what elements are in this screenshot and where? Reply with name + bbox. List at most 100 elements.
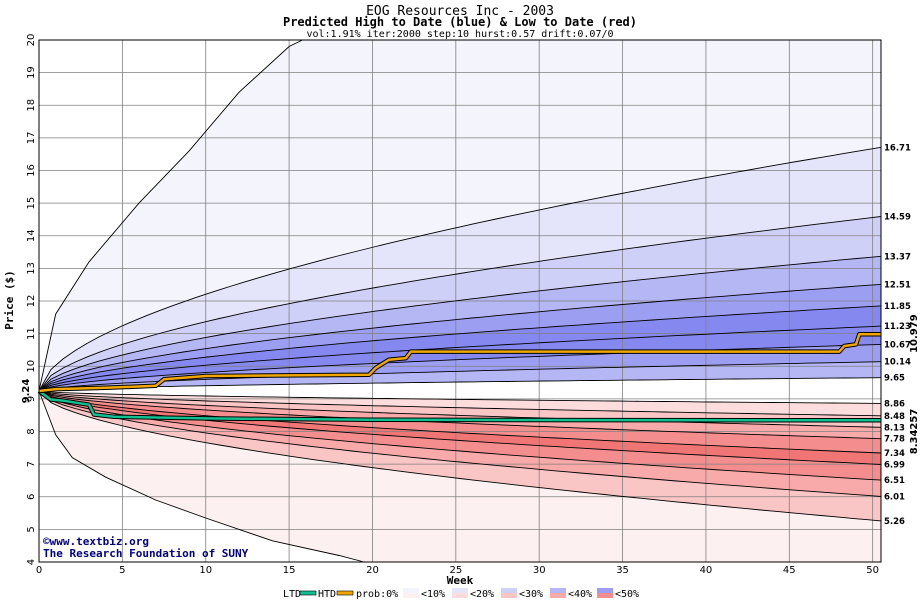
band-end-label: 13.37 — [884, 252, 911, 262]
band-fill-lower — [39, 391, 881, 416]
band-boundary-line — [38, 216, 882, 392]
legend-swatch-blue — [452, 588, 468, 593]
legend-line-swatch — [299, 590, 317, 596]
band-end-label: 8.86 — [884, 399, 905, 409]
legend-label: <20% — [470, 589, 494, 600]
band-fill-lower — [39, 391, 881, 465]
y-tick-label: 15 — [26, 197, 37, 210]
band-fill-upper — [39, 305, 881, 391]
band-boundary-line — [38, 390, 882, 454]
band-end-label: 5.26 — [884, 517, 905, 527]
y-tick-label: 11 — [26, 327, 37, 340]
band-fill-upper — [39, 344, 881, 391]
legend-swatch-blue — [550, 588, 566, 593]
band-boundary-line — [38, 390, 882, 417]
band-boundary-line — [38, 255, 882, 392]
band-end-label: 7.34 — [884, 449, 905, 459]
y-axis-label: Price ($) — [3, 270, 16, 330]
band-fill-lower-outer — [39, 391, 881, 562]
band-fill-upper-outer — [39, 40, 881, 391]
y-tick-label: 7 — [26, 461, 37, 467]
band-end-label: 11.85 — [884, 302, 911, 312]
x-tick-labels: 0 5 10 15 20 25 30 35 40 45 50 — [36, 565, 879, 576]
credit-line-2: The Research Foundation of SUNY — [43, 547, 249, 560]
legend-swatch-red — [501, 593, 517, 598]
legend-label: <30% — [519, 589, 543, 600]
band-boundary-line — [38, 390, 882, 522]
band-end-label: 7.78 — [884, 435, 905, 445]
x-tick-label: 5 — [119, 565, 125, 576]
legend-label: <40% — [568, 589, 592, 600]
band-fill-lower — [39, 391, 881, 481]
band-boundary-line — [38, 390, 882, 440]
band-fill-lower — [39, 391, 881, 453]
band-fill-lower — [39, 391, 881, 497]
legend: LTD HTD prob:0% <10% <20% <30% <40% <50% — [283, 588, 639, 600]
y-tick-label: 4 — [26, 559, 37, 565]
y-tick-label: 10 — [26, 360, 37, 373]
band-boundary-line — [38, 390, 882, 404]
band-end-labels: 16.71 14.59 13.37 12.51 11.85 11.23 10.67 10.14… — [884, 143, 911, 527]
legend-swatch-red — [403, 593, 419, 598]
htd-line — [38, 333, 881, 393]
credit-line-1: ©www.textbiz.org — [43, 535, 149, 548]
x-tick-label: 20 — [366, 565, 379, 576]
band-fill-upper — [39, 256, 881, 391]
band-boundary-line — [38, 390, 882, 481]
band-boundary-line — [38, 361, 882, 392]
htd-end-value: 10.979 — [909, 314, 920, 353]
x-tick-label: 35 — [616, 565, 629, 576]
x-tick-label: 45 — [783, 565, 796, 576]
band-end-label: 6.51 — [884, 476, 905, 486]
band-boundary-line — [38, 305, 882, 392]
band-boundary-line — [38, 390, 882, 497]
band-end-label: 8.48 — [884, 412, 905, 422]
y-tick-label: 9 — [26, 396, 37, 402]
plot-frame — [38, 39, 882, 563]
htd-ltd-series — [37, 332, 882, 423]
y-tick-label: 19 — [26, 66, 37, 79]
band-end-label: 9.65 — [884, 374, 905, 384]
band-end-label: 14.59 — [884, 213, 911, 223]
outer-lower-curve — [38, 390, 365, 563]
x-tick-label: 50 — [866, 565, 879, 576]
legend-swatch-blue — [501, 588, 517, 593]
chart-subtitle: Predicted High to Date (blue) & Low to D… — [283, 15, 637, 29]
legend-label: HTD — [318, 589, 336, 600]
band-fill-upper — [39, 216, 881, 391]
ltd-line — [38, 389, 882, 422]
chart-title: EOG Resources Inc - 2003 — [366, 4, 554, 19]
band-fill-upper — [39, 361, 881, 391]
band-end-label: 6.99 — [884, 460, 905, 470]
chart-params: vol:1.91% iter:2000 step:10 hurst:0.57 d… — [306, 29, 613, 40]
band-end-label: 10.14 — [884, 358, 911, 368]
x-axis-label: Week — [447, 574, 474, 587]
legend-label: <10% — [421, 589, 445, 600]
x-tick-label: 0 — [36, 565, 42, 576]
legend-swatch-red — [452, 593, 468, 598]
y-tick-label: 20 — [26, 34, 37, 47]
y-tick-label: 13 — [26, 262, 37, 275]
y-tick-labels: 4 5 6 7 8 9 10 11 12 13 14 15 16 17 18 19 20 — [26, 34, 37, 566]
x-tick-label: 15 — [283, 565, 296, 576]
start-price-label: 9.24 — [21, 379, 32, 404]
legend-swatch-red — [597, 593, 613, 598]
y-tick-label: 16 — [26, 164, 37, 177]
legend-swatch-blue — [403, 588, 419, 593]
x-tick-label: 30 — [533, 565, 546, 576]
x-tick-label: 25 — [449, 565, 462, 576]
band-fill-middle — [39, 377, 881, 404]
grid-lines — [39, 39, 881, 563]
y-tick-label: 12 — [26, 295, 37, 308]
band-end-label: 12.51 — [884, 280, 911, 290]
band-end-label: 6.01 — [884, 492, 905, 502]
band-end-label: 10.67 — [884, 340, 911, 350]
y-tick-label: 17 — [26, 132, 37, 145]
band-fill-lower — [39, 391, 881, 439]
legend-label: <50% — [615, 589, 639, 600]
band-boundary-line — [38, 283, 882, 392]
band-end-label: 16.71 — [884, 143, 911, 153]
band-boundary-line — [38, 390, 882, 428]
band-boundary-line — [38, 377, 882, 392]
